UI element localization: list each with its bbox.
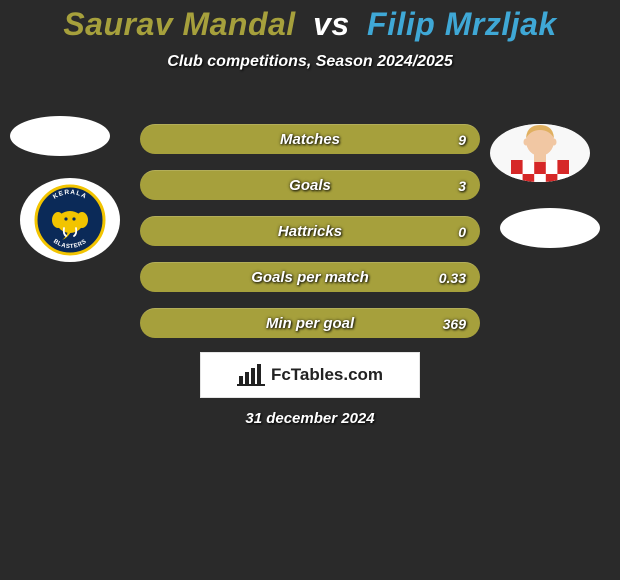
player2-club-logo-placeholder bbox=[500, 208, 600, 248]
title-player1: Saurav Mandal bbox=[63, 6, 295, 42]
stat-label: Goals per match bbox=[140, 269, 480, 286]
stat-bar: Hattricks0 bbox=[140, 216, 480, 246]
stat-value: 0.33 bbox=[439, 270, 466, 286]
stat-bar: Goals per match0.33 bbox=[140, 262, 480, 292]
stat-value: 0 bbox=[458, 224, 466, 240]
title-vs: vs bbox=[313, 6, 350, 42]
stat-label: Matches bbox=[140, 131, 480, 148]
stat-bar: Min per goal369 bbox=[140, 308, 480, 338]
stat-label: Hattricks bbox=[140, 223, 480, 240]
kerala-blasters-logo-icon: KERALA BLASTERS bbox=[30, 180, 110, 260]
player2-avatar bbox=[490, 124, 590, 182]
stat-label: Min per goal bbox=[140, 315, 480, 332]
player1-club-logo: KERALA BLASTERS bbox=[20, 178, 120, 262]
brand-text: FcTables.com bbox=[271, 365, 383, 385]
player1-avatar-placeholder bbox=[10, 116, 110, 156]
stat-bar: Goals3 bbox=[140, 170, 480, 200]
bar-chart-icon bbox=[237, 364, 265, 386]
subtitle: Club competitions, Season 2024/2025 bbox=[0, 53, 620, 71]
stat-value: 369 bbox=[443, 316, 466, 332]
footer-date: 31 december 2024 bbox=[0, 410, 620, 427]
stats-bars: Matches9Goals3Hattricks0Goals per match0… bbox=[140, 124, 480, 354]
brand-box: FcTables.com bbox=[200, 352, 420, 398]
stat-value: 9 bbox=[458, 132, 466, 148]
player2-portrait-icon bbox=[505, 124, 575, 182]
title-player2: Filip Mrzljak bbox=[367, 6, 557, 42]
page-title: Saurav Mandal vs Filip Mrzljak bbox=[0, 0, 620, 43]
stat-bar: Matches9 bbox=[140, 124, 480, 154]
stat-label: Goals bbox=[140, 177, 480, 194]
stat-value: 3 bbox=[458, 178, 466, 194]
